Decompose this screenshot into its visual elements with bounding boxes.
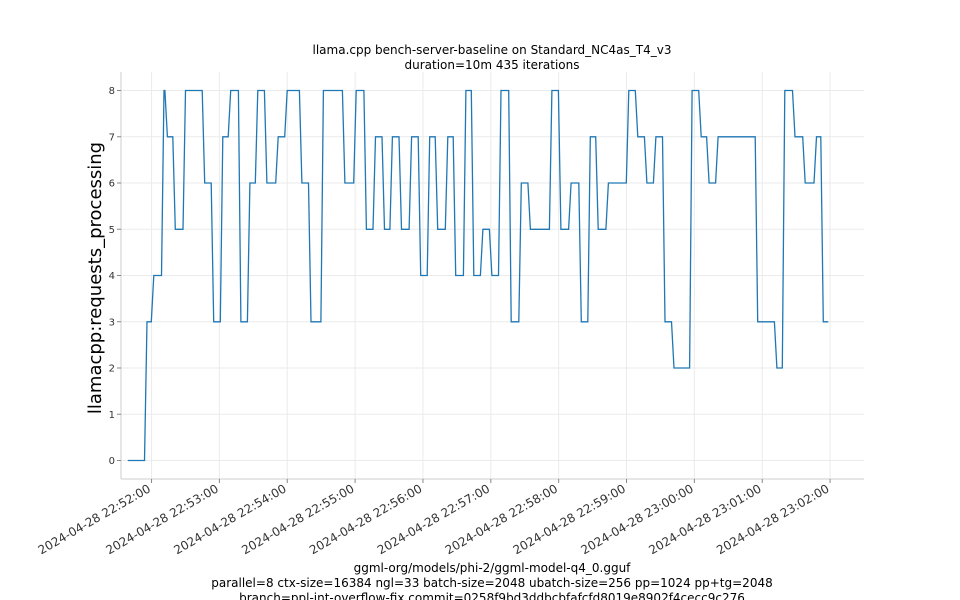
chart-title-line1: llama.cpp bench-server-baseline on Stand… bbox=[313, 43, 672, 57]
x-tick-label: 2024-04-28 22:57:00 bbox=[375, 481, 492, 557]
x-tick-label: 2024-04-28 22:59:00 bbox=[511, 481, 628, 557]
y-tick-label: 5 bbox=[109, 225, 115, 236]
x-tick-label: 2024-04-28 22:54:00 bbox=[171, 481, 288, 557]
series-lines bbox=[127, 89, 829, 462]
footer-model: ggml-org/models/phi-2/ggml-model-q4_0.gg… bbox=[354, 561, 632, 575]
series-line-0 bbox=[127, 89, 829, 462]
y-tick-label: 3 bbox=[109, 317, 115, 328]
y-tick-label: 0 bbox=[109, 456, 115, 467]
y-tick-label: 7 bbox=[109, 132, 115, 143]
footer-params: parallel=8 ctx-size=16384 ngl=33 batch-s… bbox=[211, 576, 772, 590]
x-tick-label: 2024-04-28 23:01:00 bbox=[646, 481, 763, 557]
x-tick-label: 2024-04-28 22:58:00 bbox=[443, 481, 560, 557]
chart-title-line2: duration=10m 435 iterations bbox=[405, 58, 580, 72]
y-tick-label: 6 bbox=[109, 179, 115, 190]
x-tick-label: 2024-04-28 23:00:00 bbox=[578, 481, 695, 557]
x-tick-label: 2024-04-28 22:53:00 bbox=[104, 481, 221, 557]
y-tick-label: 2 bbox=[109, 364, 115, 375]
x-tick-label: 2024-04-28 22:55:00 bbox=[239, 481, 356, 557]
y-tick-label: 8 bbox=[109, 86, 115, 97]
footer-branch: branch=ppl-int-overflow-fix commit=0258f… bbox=[239, 591, 745, 600]
y-tick-label: 1 bbox=[109, 410, 115, 421]
y-axis-label: llamacpp:requests_processing bbox=[85, 142, 106, 414]
y-axis-ticks: 0 1 2 3 4 5 6 7 8 bbox=[109, 86, 121, 467]
x-tick-label: 2024-04-28 23:02:00 bbox=[714, 481, 831, 557]
x-tick-label: 2024-04-28 22:56:00 bbox=[307, 481, 424, 557]
x-tick-label: 2024-04-28 22:52:00 bbox=[36, 481, 153, 557]
y-tick-label: 4 bbox=[109, 271, 115, 282]
